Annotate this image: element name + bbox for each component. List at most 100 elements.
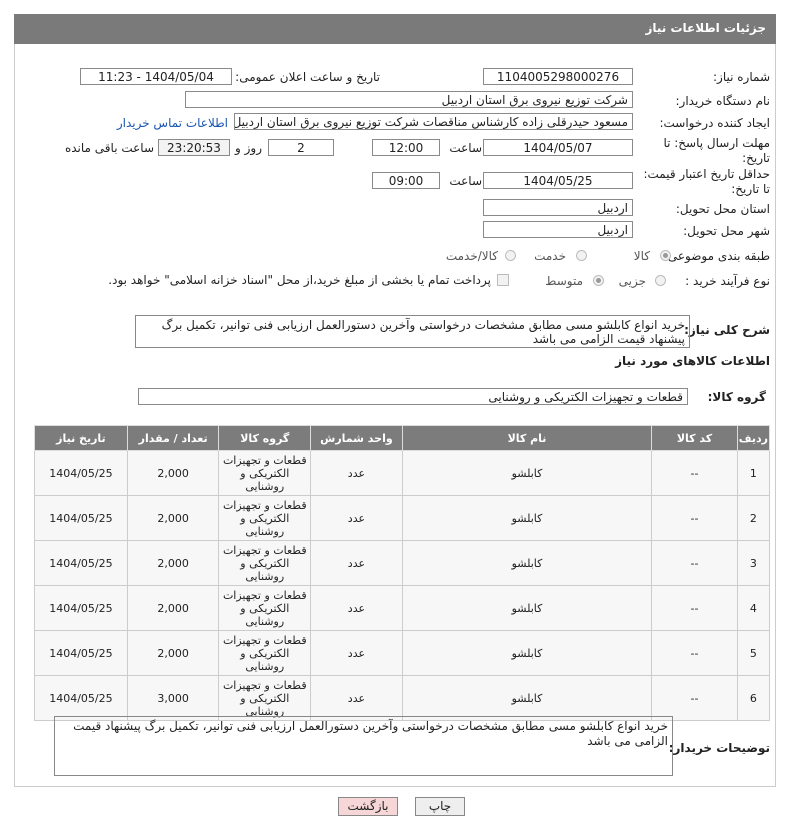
validity-time-label: ساعت	[449, 174, 482, 188]
table-cell: عدد	[310, 540, 403, 586]
table-row: 3 -- کابلشو عدد قطعات و تجهیزات الکتریکی و ر…	[34, 540, 771, 586]
table-cell: قطعات و تجهیزات الکتریکی و روشنایی	[218, 675, 312, 721]
deadline-time: 12:00	[372, 139, 440, 156]
validity-date: 1404/05/25	[483, 172, 633, 189]
radio[interactable]	[655, 275, 666, 286]
table-cell: کابلشو	[401, 540, 653, 586]
table-cell: --	[651, 495, 738, 541]
table-cell: 1404/05/25	[34, 450, 128, 496]
table-row: 5 -- کابلشو عدد قطعات و تجهیزات الکتریکی و ر…	[34, 630, 771, 676]
table-cell: کابلشو	[401, 585, 653, 631]
remaining-time: 23:20:53	[158, 139, 230, 156]
panel	[14, 44, 776, 787]
description: خرید انواع کابلشو مسی مطابق مشخصات درخوا…	[135, 315, 690, 348]
category-option: کالا	[633, 249, 650, 263]
table-cell: 2,000	[126, 540, 220, 586]
checkbox[interactable]	[497, 274, 509, 286]
table-cell: قطعات و تجهیزات الکتریکی و روشنایی	[218, 585, 312, 631]
column-header: گروه کالا	[218, 425, 312, 451]
radio[interactable]	[593, 275, 604, 286]
announce-label: تاریخ و ساعت اعلان عمومی:	[235, 70, 380, 84]
table-cell: کابلشو	[401, 450, 653, 496]
table-cell: 2,000	[126, 630, 220, 676]
validity-time: 09:00	[372, 172, 440, 189]
header-bar	[14, 14, 776, 44]
category-option: کالا/خدمت	[445, 249, 498, 263]
table-cell: 1404/05/25	[34, 675, 128, 721]
table-cell: قطعات و تجهیزات الکتریکی و روشنایی	[218, 495, 312, 541]
radio[interactable]	[576, 250, 587, 261]
treasury-note: پرداخت تمام یا بخشی از مبلغ خرید،از محل …	[108, 273, 491, 287]
category-label: طبقه بندی موضوعی:	[663, 249, 770, 263]
table-cell: --	[651, 630, 738, 676]
column-header: کد کالا	[651, 425, 738, 451]
radio[interactable]	[660, 250, 671, 261]
days-label: روز و	[235, 141, 262, 155]
table-cell: کابلشو	[401, 630, 653, 676]
table-row: 4 -- کابلشو عدد قطعات و تجهیزات الکتریکی و ر…	[34, 585, 771, 631]
table-cell: 2	[736, 495, 771, 541]
table-cell: 1404/05/25	[34, 495, 128, 541]
table-cell: 5	[736, 630, 771, 676]
buyer-org: شرکت توزیع نیروی برق استان اردبیل	[185, 91, 633, 108]
table-cell: 6	[736, 675, 771, 721]
need-number-label: شماره نیاز:	[713, 70, 770, 84]
table-cell: قطعات و تجهیزات الکتریکی و روشنایی	[218, 630, 312, 676]
table-cell: --	[651, 585, 738, 631]
table-cell: 2,000	[126, 495, 220, 541]
table-cell: --	[651, 450, 738, 496]
remaining-label: ساعت باقی مانده	[64, 141, 154, 155]
table-cell: 2,000	[126, 585, 220, 631]
deadline-label: مهلت ارسال پاسخ: تا تاریخ:	[663, 136, 770, 165]
table-cell: --	[651, 540, 738, 586]
requester-label: ایجاد کننده درخواست:	[659, 116, 770, 130]
table-cell: قطعات و تجهیزات الکتریکی و روشنایی	[218, 540, 312, 586]
table-cell: قطعات و تجهیزات الکتریکی و روشنایی	[218, 450, 312, 496]
print-button[interactable]: چاپ	[415, 797, 465, 816]
process-option: متوسط	[545, 274, 583, 288]
province: اردبیل	[483, 199, 633, 216]
table-cell: کابلشو	[401, 495, 653, 541]
column-header: واحد شمارش	[310, 425, 403, 451]
column-header: نام کالا	[401, 425, 653, 451]
column-header: تاریخ نیاز	[34, 425, 128, 451]
table-cell: 3,000	[126, 675, 220, 721]
header-title: جزئیات اطلاعات نیاز	[645, 21, 766, 35]
table-cell: 1404/05/25	[34, 630, 128, 676]
table-cell: --	[651, 675, 738, 721]
table-row: 2 -- کابلشو عدد قطعات و تجهیزات الکتریکی و ر…	[34, 495, 771, 541]
category-option: خدمت	[534, 249, 566, 263]
table-cell: 3	[736, 540, 771, 586]
group-value: قطعات و تجهیزات الکتریکی و روشنایی	[138, 388, 688, 405]
table-cell: 2,000	[126, 450, 220, 496]
table-cell: کابلشو	[401, 675, 653, 721]
group-label: گروه کالا:	[707, 390, 766, 404]
items-title: اطلاعات کالاهای مورد نیاز	[615, 354, 770, 368]
table-cell: عدد	[310, 495, 403, 541]
items-table: ردیف کد کالا نام کالا واحد شمارش گروه کالا تع…	[34, 425, 771, 721]
process-option: جزیی	[618, 274, 646, 288]
radio[interactable]	[505, 250, 516, 261]
requester: مسعود حیدرقلی زاده کارشناس مناقصات شرکت …	[234, 113, 633, 130]
table-cell: 1	[736, 450, 771, 496]
city-label: شهر محل تحویل:	[683, 224, 770, 238]
city: اردبیل	[483, 221, 633, 238]
table-cell: عدد	[310, 675, 403, 721]
deadline-date: 1404/05/07	[483, 139, 633, 156]
need-number: 1104005298000276	[483, 68, 633, 85]
buyer-org-label: نام دستگاه خریدار:	[675, 94, 771, 108]
buyer-notes: خرید انواع کابلشو مسی مطابق مشخصات درخوا…	[54, 716, 673, 776]
province-label: استان محل تحویل:	[675, 202, 770, 216]
table-row: 1 -- کابلشو عدد قطعات و تجهیزات الکتریکی و ر…	[34, 450, 771, 496]
table-cell: 1404/05/25	[34, 585, 128, 631]
buyer-notes-label: توضیحات خریدار:	[668, 741, 770, 755]
description-label: شرح کلی نیاز:	[684, 323, 770, 337]
back-button[interactable]: بازگشت	[338, 797, 398, 816]
contact-link[interactable]: اطلاعات تماس خریدار	[116, 116, 228, 130]
table-cell: 1404/05/25	[34, 540, 128, 586]
validity-label: حداقل تاریخ اعتبار قیمت: تا تاریخ:	[643, 167, 770, 196]
deadline-days: 2	[268, 139, 334, 156]
table-cell: 4	[736, 585, 771, 631]
